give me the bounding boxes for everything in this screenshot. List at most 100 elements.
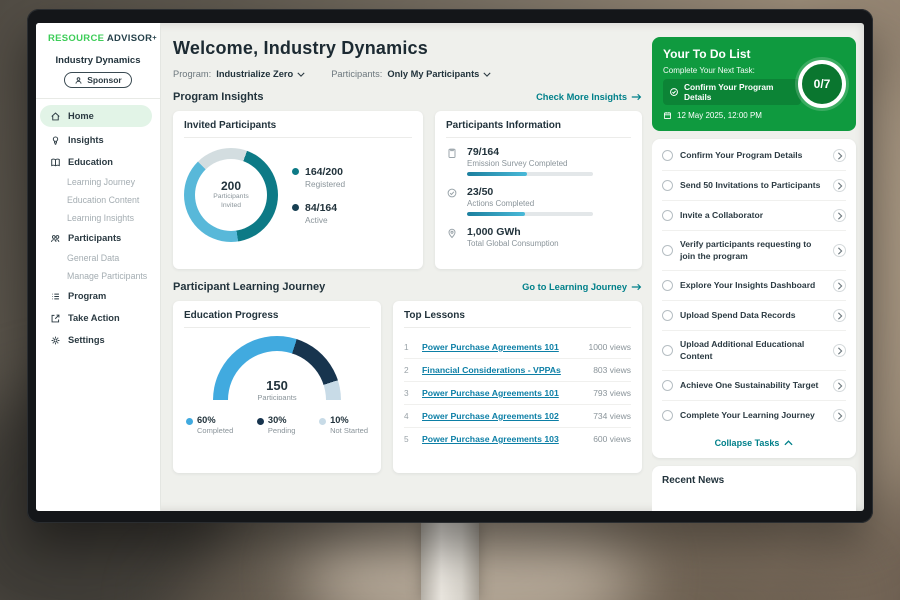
checkbox-icon[interactable] (662, 150, 673, 161)
info-value: 79/164 (467, 146, 500, 158)
sponsor-badge-label: Sponsor (87, 75, 122, 85)
checkbox-icon[interactable] (662, 245, 673, 257)
checkbox-icon[interactable] (662, 380, 673, 392)
recent-news-card: Recent News (652, 466, 856, 511)
sidebar-item-general-data[interactable]: General Data (36, 249, 160, 267)
settings-icon (49, 334, 61, 346)
lesson-link[interactable]: Power Purchase Agreements 103 (422, 434, 559, 444)
brand-plus: + (152, 33, 157, 42)
education-progress-title: Education Progress (184, 310, 370, 328)
task-label: Send 50 Invitations to Participants (680, 179, 821, 190)
sidebar-item-take-action[interactable]: Take Action (36, 307, 160, 329)
sidebar-item-program[interactable]: Program (36, 285, 160, 307)
chevron-up-icon (784, 440, 794, 446)
lesson-link[interactable]: Power Purchase Agreements 101 (422, 342, 559, 352)
legend-label: Active (305, 214, 328, 225)
participants-filter-dropdown[interactable]: Only My Participants (387, 69, 491, 79)
info-row-consumption: 1,000 GWh Total Global Consumption (446, 226, 631, 252)
invited-participants-title: Invited Participants (184, 120, 412, 138)
learning-journey-header: Participant Learning Journey Go to Learn… (173, 281, 642, 293)
task-label: Achieve One Sustainability Target (680, 380, 819, 391)
chevron-right-icon[interactable] (833, 179, 846, 192)
task-row[interactable]: Upload Additional Educational Content (662, 331, 846, 372)
checkbox-icon[interactable] (662, 310, 673, 322)
chevron-right-icon[interactable] (833, 244, 846, 258)
chevron-right-icon[interactable] (833, 209, 846, 222)
lesson-row: 2 Financial Considerations - VPPAs 803 v… (404, 359, 631, 382)
insights-icon (49, 134, 61, 146)
checkbox-icon[interactable] (662, 280, 673, 292)
todo-title: Your To Do List (663, 47, 751, 61)
lesson-link[interactable]: Power Purchase Agreements 102 (422, 411, 559, 421)
task-row[interactable]: Upload Spend Data Records (662, 301, 846, 332)
check-circle-icon (669, 87, 679, 97)
legend-dot-pending (256, 417, 264, 425)
filter-bar: Program: Industrialize Zero Participants… (173, 69, 642, 79)
legend-dot-registered (292, 167, 299, 175)
task-row[interactable]: Complete Your Learning Journey (662, 401, 846, 430)
task-row[interactable]: Verify participants requesting to join t… (662, 231, 846, 272)
invited-legend: 164/200 Registered 84/164 Active (292, 166, 345, 225)
sponsor-badge: Sponsor (64, 72, 132, 88)
chevron-right-icon[interactable] (833, 149, 846, 162)
lesson-rank: 5 (404, 434, 409, 444)
info-row-emission-survey: 79/164 Emission Survey Completed (446, 146, 631, 176)
lesson-views: 793 views (593, 388, 631, 398)
sidebar-item-label: Program (68, 291, 107, 301)
sidebar-item-participants[interactable]: Participants (36, 227, 160, 249)
sidebar-item-learning-journey[interactable]: Learning Journey (36, 173, 160, 191)
lesson-link[interactable]: Financial Considerations - VPPAs (422, 365, 561, 375)
sidebar-item-insights[interactable]: Insights (36, 129, 160, 151)
checkbox-icon[interactable] (662, 210, 673, 221)
lesson-views: 803 views (593, 365, 631, 375)
chevron-right-icon[interactable] (833, 309, 846, 323)
task-row[interactable]: Achieve One Sustainability Target (662, 371, 846, 402)
chevron-right-icon[interactable] (833, 344, 846, 358)
task-row[interactable]: Explore Your Insights Dashboard (662, 271, 846, 302)
checkbox-icon[interactable] (662, 180, 673, 191)
lesson-link[interactable]: Power Purchase Agreements 101 (422, 388, 559, 398)
map-pin-icon (446, 227, 459, 240)
task-label: Complete Your Learning Journey (680, 410, 815, 421)
program-insights-cards: Invited Participants 200 Participants In… (173, 111, 642, 269)
legend-item-active: 84/164 Active (292, 202, 345, 225)
program-icon (49, 290, 61, 302)
recent-news-title: Recent News (662, 475, 725, 487)
arrow-right-icon (631, 283, 642, 291)
go-to-learning-journey-link[interactable]: Go to Learning Journey (522, 282, 642, 292)
todo-summary-card: Your To Do List Complete Your Next Task:… (652, 37, 856, 131)
lesson-rank: 3 (404, 388, 409, 398)
top-lessons-title: Top Lessons (404, 310, 631, 328)
sidebar-divider (36, 98, 160, 99)
checkbox-icon[interactable] (662, 345, 673, 357)
sidebar-item-education-content[interactable]: Education Content (36, 191, 160, 209)
dashboard-screen: RESOURCE ADVISOR+ Industry Dynamics Spon… (36, 23, 864, 511)
sidebar-item-education[interactable]: Education (36, 151, 160, 173)
brand-logo: RESOURCE ADVISOR+ (36, 33, 160, 53)
sidebar-item-home[interactable]: Home (40, 105, 152, 127)
participants-information-card: Participants Information 79/164 Emission… (435, 111, 642, 269)
chevron-right-icon[interactable] (833, 379, 846, 393)
legend-dot-active (292, 203, 299, 211)
program-filter-dropdown[interactable]: Industrialize Zero (216, 69, 305, 79)
top-lessons-card: Top Lessons 1 Power Purchase Agreements … (393, 301, 642, 473)
task-row[interactable]: Send 50 Invitations to Participants (662, 171, 846, 201)
chevron-right-icon[interactable] (833, 409, 846, 423)
check-more-insights-link[interactable]: Check More Insights (536, 92, 642, 102)
program-filter-label: Program: (173, 69, 212, 79)
checkbox-icon[interactable] (662, 410, 673, 422)
chevron-right-icon[interactable] (833, 279, 846, 293)
collapse-tasks-link[interactable]: Collapse Tasks (662, 430, 846, 456)
todo-progress-value: 0/7 (813, 77, 831, 91)
info-label: Actions Completed (467, 199, 535, 208)
sidebar-item-learning-insights[interactable]: Learning Insights (36, 209, 160, 227)
resource-advisor-app: RESOURCE ADVISOR+ Industry Dynamics Spon… (36, 23, 864, 511)
collapse-tasks-label: Collapse Tasks (714, 438, 780, 449)
invited-donut-chart: 200 Participants Invited (184, 148, 278, 242)
sidebar-item-manage-participants[interactable]: Manage Participants (36, 267, 160, 285)
lesson-views: 600 views (593, 434, 631, 444)
task-row[interactable]: Confirm Your Program Details (662, 141, 846, 171)
education-legend: 60% Completed 30% Pending 10% Not Starte… (184, 415, 370, 435)
task-row[interactable]: Invite a Collaborator (662, 201, 846, 231)
sidebar-item-settings[interactable]: Settings (36, 329, 160, 351)
